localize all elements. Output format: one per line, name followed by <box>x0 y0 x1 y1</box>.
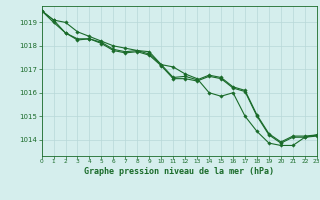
X-axis label: Graphe pression niveau de la mer (hPa): Graphe pression niveau de la mer (hPa) <box>84 167 274 176</box>
